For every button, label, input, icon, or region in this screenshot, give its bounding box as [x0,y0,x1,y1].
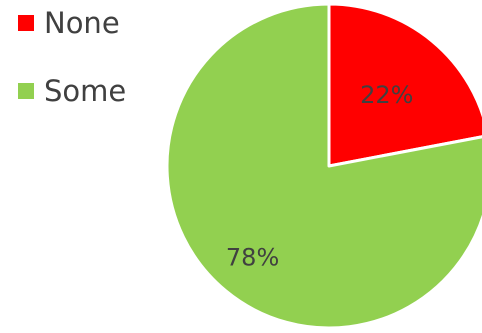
legend-swatch-some [18,83,34,99]
pie-slice-some [165,2,482,330]
legend-item-some: Some [18,72,126,110]
legend: None Some [18,4,126,140]
legend-swatch-none [18,15,34,31]
legend-label-some: Some [44,73,127,108]
legend-item-none: None [18,4,126,42]
data-labels-layer: 22% 78% [226,81,414,271]
data-label-some: 78% [226,243,279,271]
legend-label-none: None [44,5,120,40]
data-label-none: 22% [360,81,413,109]
slices-layer [165,2,482,330]
